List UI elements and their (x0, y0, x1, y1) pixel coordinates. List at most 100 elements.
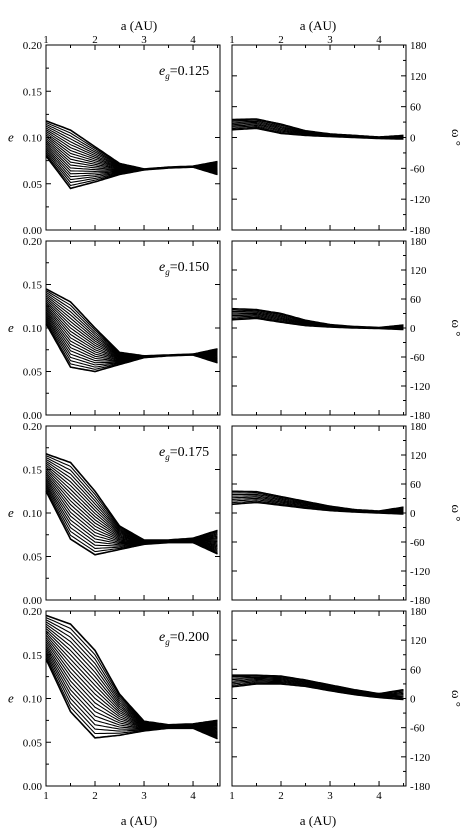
data-series-lower (231, 317, 404, 331)
x-tick-label-top: 4 (376, 34, 382, 46)
x-tick-label-top: 4 (190, 34, 196, 46)
panel-3-omega: 180 120 60 0 -60 -120 -180 ω ° (231, 421, 463, 607)
data-series-upper (232, 674, 404, 695)
data-series-lower (45, 323, 218, 373)
y-tick-label: -60 (410, 723, 425, 735)
y-tick-label: -120 (410, 381, 431, 393)
y-tick-label: 0.20 (23, 40, 43, 52)
data-series-lower (231, 501, 404, 515)
annotation-symbol: e (159, 64, 165, 79)
y-tick-label: 0 (410, 508, 416, 520)
data-curve (45, 132, 218, 170)
panel-2-omega: 180 120 60 0 -60 -120 -180 ω ° (231, 236, 463, 422)
x-tick-label-bottom: 4 (190, 790, 196, 802)
y-tick-label: 0.05 (23, 737, 43, 749)
panel-annotation: eg=0.150 (159, 260, 209, 277)
x-tick-label-bottom: 3 (141, 790, 147, 802)
y-tick-label: 0 (410, 694, 416, 706)
y-axis-label: e (8, 505, 14, 520)
y-tick-label: -180 (410, 225, 431, 237)
annotation-symbol: e (159, 445, 165, 460)
y-tick-label: -60 (410, 163, 425, 175)
data-series-upper (232, 490, 404, 512)
y-tick-label: 0.15 (23, 280, 43, 292)
y-tick-label: -180 (410, 410, 431, 422)
data-series-upper (45, 288, 218, 357)
y-tick-label: 0 (410, 323, 416, 335)
y-tick-label: 120 (410, 635, 427, 647)
y-tick-label: 0.20 (23, 421, 43, 433)
x-tick-label-top: 3 (141, 34, 147, 46)
y-tick-label: -180 (410, 595, 431, 607)
y-axis-label: ω ° (449, 504, 463, 521)
y-tick-label: 60 (410, 664, 422, 676)
data-curve (45, 464, 218, 542)
panel-1-omega: 1 2 3 4 180 120 60 0 -60 -120 -180 ω ° (229, 34, 463, 237)
data-curve (45, 453, 218, 541)
y-tick-label: 60 (410, 294, 422, 306)
y-tick-label: 0.00 (23, 225, 43, 237)
annotation-subscript: g (165, 267, 170, 277)
y-tick-label: 120 (410, 265, 427, 277)
y-tick-label: 0.10 (23, 133, 43, 145)
y-tick-label: -60 (410, 537, 425, 549)
y-tick-label: 0.20 (23, 606, 43, 618)
y-axis-label: ω ° (449, 319, 463, 336)
panel-4-omega: 1 2 3 4 180 120 60 0 -60 -120 -180 ω ° (229, 606, 463, 802)
y-tick-label: -180 (410, 781, 431, 793)
annotation-symbol: e (159, 630, 165, 645)
x-tick-label-bottom: 3 (327, 790, 333, 802)
y-tick-label: 120 (410, 71, 427, 83)
y-axis-label: e (8, 130, 14, 145)
data-curve (45, 466, 218, 543)
x-tick-label-bottom: 1 (229, 790, 235, 802)
y-tick-label: 0.10 (23, 323, 43, 335)
y-tick-label: 0.00 (23, 595, 43, 607)
data-series-lower (45, 658, 218, 740)
x-tick-label-top: 2 (278, 34, 284, 46)
annotation-value: =0.150 (170, 260, 209, 275)
y-tick-label: 0.05 (23, 552, 43, 564)
x-tick-label-bottom: 2 (92, 790, 98, 802)
y-tick-label: 180 (410, 236, 427, 248)
y-tick-label: 0.20 (23, 236, 43, 248)
y-tick-label: 60 (410, 102, 422, 114)
y-tick-label: 0.00 (23, 781, 43, 793)
y-tick-label: 120 (410, 450, 427, 462)
panel-annotation: eg=0.125 (159, 64, 209, 81)
x-tick-label-bottom: 4 (376, 790, 382, 802)
top-axis-label-right: a (AU) (300, 18, 336, 33)
data-series-lower (45, 490, 218, 556)
data-curve (45, 291, 218, 357)
y-tick-label: 180 (410, 606, 427, 618)
y-tick-label: -120 (410, 194, 431, 206)
panel-annotation: eg=0.200 (159, 630, 209, 647)
x-tick-label-top: 3 (327, 34, 333, 46)
x-tick-label-bottom: 2 (278, 790, 284, 802)
x-tick-label-bottom: 1 (43, 790, 49, 802)
y-axis-label: e (8, 320, 14, 335)
y-tick-label: -120 (410, 752, 431, 764)
x-tick-label-top: 1 (43, 34, 49, 46)
y-tick-label: 0 (410, 133, 416, 145)
data-series-lower (45, 155, 218, 190)
data-curve (45, 129, 218, 170)
annotation-value: =0.125 (170, 64, 209, 79)
data-series-upper (232, 118, 404, 138)
y-tick-label: 0.15 (23, 650, 43, 662)
x-tick-label-top: 2 (92, 34, 98, 46)
annotation-subscript: g (165, 452, 170, 462)
y-tick-label: 0.05 (23, 367, 43, 379)
annotation-value: =0.175 (170, 445, 209, 460)
annotation-subscript: g (165, 637, 170, 647)
data-series-upper (45, 453, 218, 541)
data-curve (45, 290, 218, 357)
y-tick-label: 0.05 (23, 179, 43, 191)
data-series-upper (231, 307, 404, 329)
